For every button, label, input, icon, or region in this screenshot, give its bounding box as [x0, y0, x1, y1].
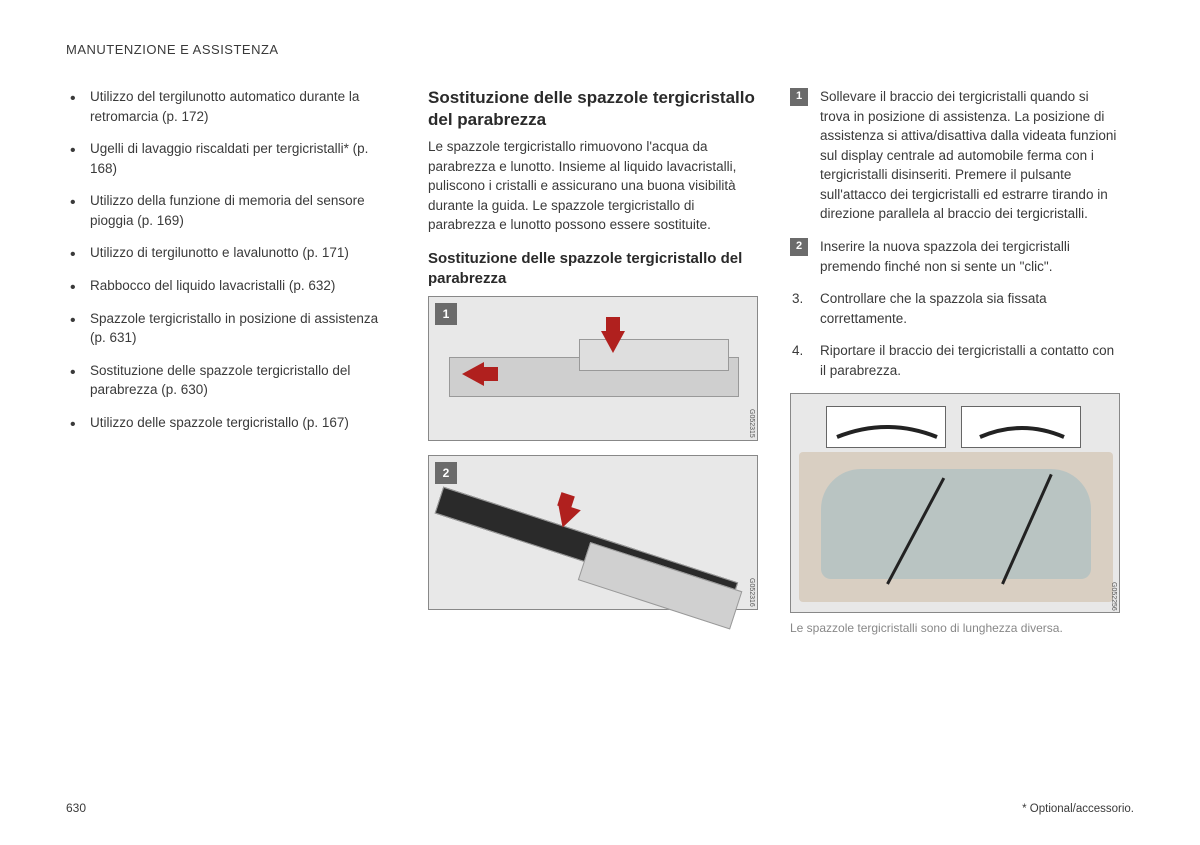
figure-code: G052315	[748, 409, 755, 438]
list-item: Sostituzione delle spazzole tergicristal…	[66, 361, 396, 400]
related-links-list: Utilizzo del tergilunotto automatico dur…	[66, 87, 396, 432]
step-item: 2 Inserire la nuova spazzola dei tergicr…	[790, 237, 1120, 276]
list-item: Utilizzo della funzione di memoria del s…	[66, 191, 396, 230]
list-item: Spazzole tergicristallo in posizione di …	[66, 309, 396, 348]
step-text: Inserire la nuova spazzola dei tergicris…	[820, 239, 1070, 274]
figure-caption: Le spazzole tergicristalli sono di lungh…	[790, 621, 1120, 635]
step-text: Riportare il braccio dei tergicristalli …	[820, 343, 1114, 378]
figure-code: G052316	[748, 578, 755, 607]
figure-number-badge: 2	[435, 462, 457, 484]
steps-list: 1 Sollevare il braccio dei tergicristall…	[790, 87, 1120, 380]
step-number-badge: 1	[790, 88, 808, 106]
figure-step-1: 1 G052315	[428, 296, 758, 441]
column-related-links: Utilizzo del tergilunotto automatico dur…	[66, 87, 396, 645]
step-item: 4. Riportare il braccio dei tergicristal…	[790, 341, 1120, 380]
column-steps: 1 Sollevare il braccio dei tergicristall…	[790, 87, 1120, 645]
step-number: 4.	[792, 341, 803, 361]
content-columns: Utilizzo del tergilunotto automatico dur…	[66, 87, 1134, 645]
list-item: Utilizzo di tergilunotto e lavalunotto (…	[66, 243, 396, 263]
wiper-blade-icon	[962, 407, 1082, 449]
step-text: Controllare che la spazzola sia fissata …	[820, 291, 1047, 326]
figure-code: G052256	[1110, 582, 1117, 611]
page-number: 630	[66, 801, 86, 815]
figure-number-badge: 1	[435, 303, 457, 325]
column-procedure: Sostituzione delle spazzole tergicristal…	[428, 87, 758, 645]
step-number: 3.	[792, 289, 803, 309]
footnote: * Optional/accessorio.	[1022, 803, 1134, 815]
subsection-title: Sostituzione delle spazzole tergicristal…	[428, 249, 758, 288]
list-item: Utilizzo delle spazzole tergicristallo (…	[66, 413, 396, 433]
step-item: 1 Sollevare il braccio dei tergicristall…	[790, 87, 1120, 224]
list-item: Rabbocco del liquido lavacristalli (p. 6…	[66, 276, 396, 296]
step-item: 3. Controllare che la spazzola sia fissa…	[790, 289, 1120, 328]
section-header: MANUTENZIONE E ASSISTENZA	[66, 42, 1134, 57]
intro-paragraph: Le spazzole tergicristallo rimuovono l'a…	[428, 137, 758, 235]
step-number-badge: 2	[790, 238, 808, 256]
list-item: Utilizzo del tergilunotto automatico dur…	[66, 87, 396, 126]
step-text: Sollevare il braccio dei tergicristalli …	[820, 89, 1116, 221]
figure-step-2: 2 G052316	[428, 455, 758, 610]
figure-wiper-lengths: G052256	[790, 393, 1120, 613]
list-item: Ugelli di lavaggio riscaldati per tergic…	[66, 139, 396, 178]
wiper-blade-icon	[827, 407, 947, 449]
section-title: Sostituzione delle spazzole tergicristal…	[428, 87, 758, 131]
